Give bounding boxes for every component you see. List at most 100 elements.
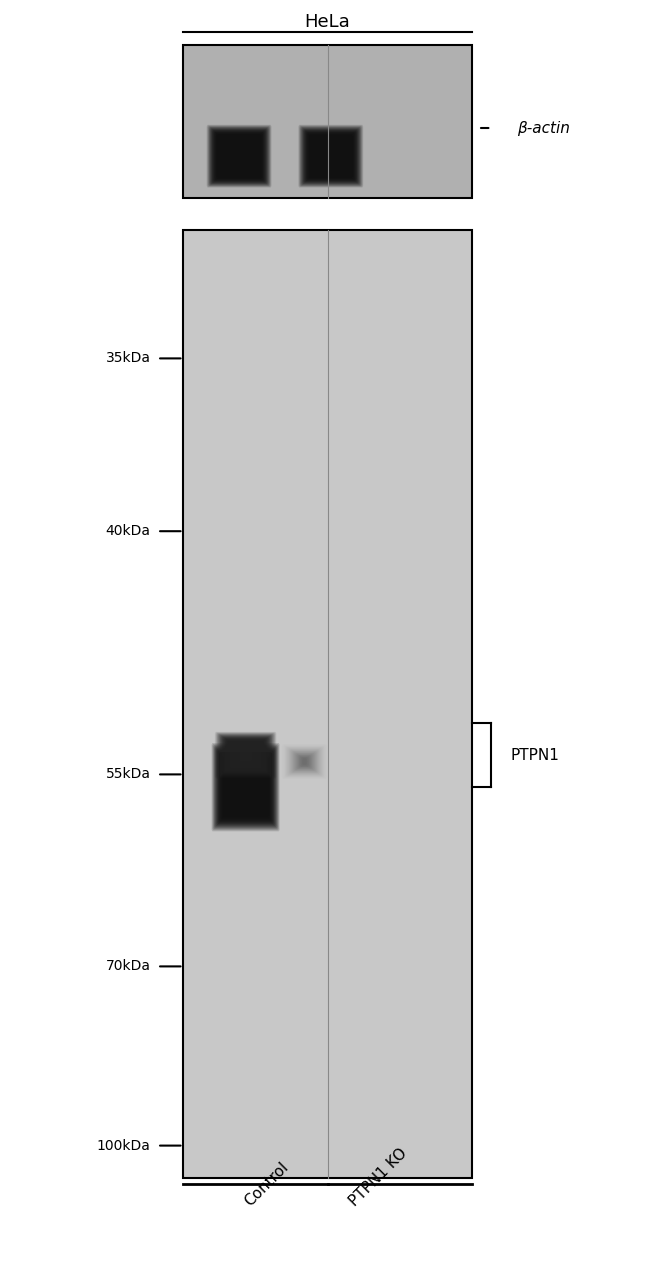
Text: HeLa: HeLa — [305, 13, 350, 31]
FancyBboxPatch shape — [183, 230, 472, 1178]
FancyBboxPatch shape — [311, 137, 351, 177]
FancyBboxPatch shape — [239, 749, 252, 762]
FancyBboxPatch shape — [228, 764, 263, 810]
FancyBboxPatch shape — [242, 751, 249, 759]
FancyBboxPatch shape — [217, 750, 274, 824]
FancyBboxPatch shape — [231, 147, 248, 165]
FancyBboxPatch shape — [227, 741, 264, 769]
Text: 35kDa: 35kDa — [105, 352, 151, 365]
FancyBboxPatch shape — [217, 134, 261, 178]
FancyBboxPatch shape — [221, 736, 271, 774]
FancyBboxPatch shape — [214, 132, 265, 180]
FancyBboxPatch shape — [322, 146, 340, 166]
FancyBboxPatch shape — [309, 134, 353, 178]
FancyBboxPatch shape — [240, 778, 252, 796]
FancyBboxPatch shape — [219, 137, 259, 177]
FancyBboxPatch shape — [237, 748, 254, 763]
FancyBboxPatch shape — [215, 748, 276, 827]
FancyBboxPatch shape — [225, 760, 266, 814]
Text: 100kDa: 100kDa — [97, 1139, 151, 1152]
Text: PTPN1 KO: PTPN1 KO — [346, 1146, 410, 1210]
FancyBboxPatch shape — [310, 136, 352, 177]
FancyBboxPatch shape — [229, 145, 250, 168]
FancyBboxPatch shape — [212, 744, 279, 831]
FancyBboxPatch shape — [306, 132, 356, 180]
FancyBboxPatch shape — [318, 143, 343, 169]
FancyBboxPatch shape — [326, 150, 336, 163]
FancyBboxPatch shape — [213, 131, 265, 182]
Text: 40kDa: 40kDa — [105, 525, 151, 538]
FancyBboxPatch shape — [224, 141, 254, 172]
FancyBboxPatch shape — [207, 125, 271, 188]
FancyBboxPatch shape — [214, 745, 278, 829]
FancyBboxPatch shape — [303, 759, 307, 764]
FancyBboxPatch shape — [324, 148, 337, 164]
FancyBboxPatch shape — [212, 129, 267, 183]
FancyBboxPatch shape — [215, 133, 263, 179]
FancyBboxPatch shape — [327, 151, 335, 161]
FancyBboxPatch shape — [301, 756, 309, 767]
FancyBboxPatch shape — [223, 140, 255, 173]
FancyBboxPatch shape — [229, 146, 249, 166]
FancyBboxPatch shape — [321, 146, 341, 166]
FancyBboxPatch shape — [238, 776, 253, 799]
FancyBboxPatch shape — [316, 141, 345, 172]
FancyBboxPatch shape — [231, 768, 260, 806]
FancyBboxPatch shape — [224, 759, 267, 815]
FancyBboxPatch shape — [232, 148, 246, 164]
FancyBboxPatch shape — [233, 771, 258, 804]
FancyBboxPatch shape — [234, 150, 244, 163]
FancyBboxPatch shape — [237, 152, 241, 160]
FancyBboxPatch shape — [238, 777, 253, 797]
FancyBboxPatch shape — [216, 133, 262, 179]
FancyBboxPatch shape — [231, 767, 261, 808]
FancyBboxPatch shape — [234, 151, 244, 161]
FancyBboxPatch shape — [219, 735, 272, 776]
FancyBboxPatch shape — [225, 141, 253, 172]
FancyBboxPatch shape — [229, 741, 263, 769]
FancyBboxPatch shape — [322, 147, 339, 165]
FancyBboxPatch shape — [232, 769, 259, 805]
FancyBboxPatch shape — [234, 745, 257, 765]
FancyBboxPatch shape — [241, 781, 250, 794]
FancyBboxPatch shape — [217, 733, 274, 777]
FancyBboxPatch shape — [220, 137, 258, 175]
FancyBboxPatch shape — [222, 756, 269, 818]
FancyBboxPatch shape — [208, 125, 271, 187]
FancyBboxPatch shape — [325, 150, 337, 163]
FancyBboxPatch shape — [230, 146, 248, 166]
FancyBboxPatch shape — [236, 748, 255, 763]
FancyBboxPatch shape — [215, 732, 276, 778]
FancyBboxPatch shape — [220, 754, 271, 820]
FancyBboxPatch shape — [210, 128, 268, 184]
FancyBboxPatch shape — [314, 140, 347, 173]
Text: 70kDa: 70kDa — [105, 960, 151, 973]
FancyBboxPatch shape — [318, 143, 344, 169]
FancyBboxPatch shape — [221, 736, 270, 774]
FancyBboxPatch shape — [227, 763, 264, 812]
FancyBboxPatch shape — [234, 746, 257, 764]
FancyBboxPatch shape — [216, 749, 275, 826]
FancyBboxPatch shape — [304, 129, 358, 183]
FancyBboxPatch shape — [312, 138, 349, 174]
FancyBboxPatch shape — [212, 129, 266, 183]
FancyBboxPatch shape — [232, 744, 259, 767]
FancyBboxPatch shape — [225, 739, 266, 772]
FancyBboxPatch shape — [222, 140, 256, 173]
FancyBboxPatch shape — [299, 125, 363, 188]
FancyBboxPatch shape — [301, 758, 308, 765]
FancyBboxPatch shape — [302, 128, 360, 184]
FancyBboxPatch shape — [221, 138, 257, 174]
FancyBboxPatch shape — [243, 751, 248, 759]
FancyBboxPatch shape — [238, 748, 253, 763]
FancyBboxPatch shape — [225, 142, 253, 170]
FancyBboxPatch shape — [242, 782, 250, 792]
FancyBboxPatch shape — [233, 148, 246, 164]
FancyBboxPatch shape — [231, 744, 260, 767]
FancyBboxPatch shape — [227, 143, 252, 169]
FancyBboxPatch shape — [309, 134, 352, 178]
FancyBboxPatch shape — [300, 127, 362, 186]
FancyBboxPatch shape — [233, 745, 258, 765]
FancyBboxPatch shape — [236, 152, 242, 160]
FancyBboxPatch shape — [220, 736, 271, 774]
